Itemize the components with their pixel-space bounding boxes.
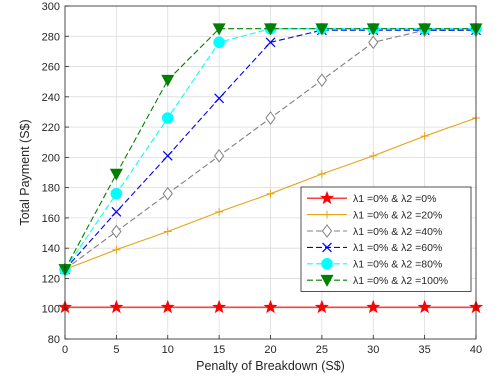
data-point: [314, 299, 329, 314]
y-tick-label: 220: [42, 122, 60, 134]
legend-marker: [319, 190, 335, 205]
series-5: [58, 23, 483, 276]
y-tick-label: 260: [42, 62, 60, 74]
data-point: [366, 299, 381, 314]
legend-marker: [322, 242, 332, 253]
x-tick-label: 5: [113, 344, 119, 356]
x-tick-label: 30: [367, 344, 379, 356]
legend-item: λ1 =0% & λ2 =60%: [307, 242, 442, 254]
x-tick-label: 15: [213, 344, 225, 356]
y-tick-label: 280: [42, 31, 60, 43]
y-axis-label: Total Payment (S$): [18, 119, 32, 225]
y-tick-label: 180: [42, 183, 60, 195]
y-tick-label: 140: [42, 243, 60, 255]
data-point: [366, 23, 380, 36]
data-point: [215, 207, 224, 216]
legend-label: λ1 =0% & λ2 =0%: [353, 193, 436, 205]
legend-label: λ1 =0% & λ2 =40%: [353, 226, 442, 238]
y-tick-label: 200: [42, 152, 60, 164]
data-point: [265, 111, 276, 125]
y-tick-label: 300: [42, 1, 60, 13]
data-point: [214, 149, 225, 163]
data-point: [417, 299, 432, 314]
data-point: [316, 73, 327, 88]
data-point: [214, 93, 225, 104]
y-tick-label: 240: [42, 92, 60, 104]
legend-marker: [323, 210, 331, 219]
legend-box: [300, 186, 472, 292]
data-point: [418, 23, 432, 36]
legend-item: λ1 =0% & λ2 =100%: [307, 274, 448, 287]
x-axis-label: Penalty of Breakdown (S$): [196, 359, 345, 373]
data-point: [160, 299, 175, 314]
data-point: [112, 245, 121, 254]
y-tick-label: 160: [42, 213, 60, 225]
data-point: [111, 206, 122, 217]
data-point: [163, 227, 172, 236]
data-point: [263, 299, 278, 314]
x-tick-label: 10: [162, 344, 174, 356]
data-point: [213, 36, 225, 49]
data-point: [368, 35, 379, 50]
data-point: [263, 23, 278, 36]
data-point: [317, 170, 326, 179]
legend-item: λ1 =0% & λ2 =40%: [307, 224, 442, 238]
data-point: [420, 132, 429, 141]
x-tick-label: 40: [470, 344, 482, 356]
y-tick-label: 80: [48, 334, 60, 346]
data-point: [109, 299, 124, 314]
x-tick-label: 20: [264, 344, 276, 356]
legend-label: λ1 =0% & λ2 =60%: [353, 242, 442, 254]
tick-labels: 0 5 10 15 20 25 30 35 40 80 100 120 140 160 180 200 220 2…: [42, 1, 482, 356]
legend-label: λ1 =0% & λ2 =100%: [353, 275, 448, 287]
x-tick-label: 0: [62, 344, 68, 356]
data-point: [161, 112, 174, 124]
data-point: [266, 189, 275, 198]
data-point: [212, 23, 226, 36]
x-tick-label: 25: [316, 344, 328, 356]
x-tick-label: 35: [419, 344, 431, 356]
y-tick-label: 100: [42, 304, 60, 316]
legend: λ1 =0% & λ2 =0% λ1 =0% & λ2 =20% λ1 =0% & …: [300, 186, 472, 292]
legend-marker: [321, 258, 333, 270]
y-tick-label: 120: [42, 273, 60, 285]
data-point: [110, 187, 123, 200]
data-point: [162, 186, 173, 201]
legend-item: λ1 =0% & λ2 =80%: [307, 258, 442, 271]
series-group: [57, 22, 484, 314]
data-point: [315, 23, 329, 36]
data-point: [212, 299, 227, 314]
legend-label: λ1 =0% & λ2 =20%: [353, 209, 442, 221]
legend-marker: [320, 274, 334, 287]
data-point: [162, 150, 173, 161]
data-point: [109, 168, 123, 181]
data-point: [111, 224, 122, 239]
legend-label: λ1 =0% & λ2 =80%: [353, 259, 442, 271]
series-0: [57, 299, 484, 314]
legend-marker: [321, 224, 333, 238]
legend-item: λ1 =0% & λ2 =0%: [307, 190, 436, 205]
legend-item: λ1 =0% & λ2 =20%: [307, 209, 442, 221]
data-point: [161, 74, 175, 87]
data-point: [265, 37, 276, 48]
data-point: [369, 151, 378, 160]
